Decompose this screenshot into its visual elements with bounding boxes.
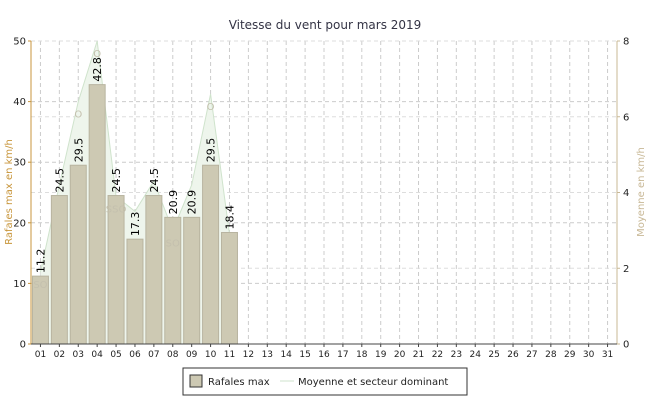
chart-title: Vitesse du vent pour mars 2019 xyxy=(229,18,422,32)
y-axis-label: Rafales max en km/h xyxy=(4,139,15,245)
value-label: 24.5 xyxy=(148,168,161,193)
x-tick-label: 05 xyxy=(110,350,121,360)
sector-label: O xyxy=(74,110,82,121)
x-tick-label: 03 xyxy=(73,350,84,360)
x-tick-label: 17 xyxy=(337,350,348,360)
legend-label: Moyenne et secteur dominant xyxy=(298,377,448,388)
sector-label: O xyxy=(207,102,215,113)
x-tick-label: 19 xyxy=(375,350,387,360)
value-label: 17.3 xyxy=(129,212,142,237)
bar xyxy=(164,216,182,345)
bar xyxy=(88,84,106,345)
bar xyxy=(126,238,144,345)
x-tick-label: 29 xyxy=(564,350,576,360)
x-tick-label: 28 xyxy=(545,350,557,360)
x-tick-label: 13 xyxy=(262,350,273,360)
x-tick-label: 09 xyxy=(186,350,198,360)
bar xyxy=(145,195,163,345)
y-tick-label: 50 xyxy=(13,37,26,48)
x-tick-label: 21 xyxy=(413,350,424,360)
x-tick-label: 25 xyxy=(488,350,499,360)
x-tick-label: 30 xyxy=(583,350,595,360)
y2-tick-label: 4 xyxy=(623,188,629,199)
x-tick-label: 04 xyxy=(91,350,103,360)
bar xyxy=(202,164,220,345)
sector-label: SO xyxy=(33,280,47,291)
x-tick-label: 08 xyxy=(167,350,179,360)
x-tick-label: 16 xyxy=(318,350,330,360)
y-tick-label: 0 xyxy=(20,340,26,351)
x-tick-label: 02 xyxy=(54,350,65,360)
bar xyxy=(69,164,87,345)
x-tick-label: 12 xyxy=(243,350,254,360)
x-tick-label: 11 xyxy=(224,350,235,360)
sector-label: O xyxy=(93,49,101,60)
value-label: 29.5 xyxy=(205,138,218,163)
legend-swatch xyxy=(189,374,203,388)
x-tick-label: 22 xyxy=(432,350,443,360)
bar xyxy=(50,195,68,345)
x-tick-label: 27 xyxy=(526,350,537,360)
value-label: 42.8 xyxy=(91,57,104,82)
y2-tick-label: 0 xyxy=(623,340,629,351)
value-label: 29.5 xyxy=(72,138,85,163)
bar xyxy=(220,231,238,345)
x-tick-label: 01 xyxy=(35,350,46,360)
y-tick-label: 10 xyxy=(13,279,26,290)
value-label: 18.4 xyxy=(223,205,236,230)
value-label: 24.5 xyxy=(53,168,66,193)
value-label: 11.2 xyxy=(34,249,47,274)
y-tick-label: 30 xyxy=(13,158,26,169)
y2-tick-label: 8 xyxy=(623,37,629,48)
x-tick-label: 24 xyxy=(469,350,481,360)
y-tick-label: 40 xyxy=(13,97,26,108)
value-label: 20.9 xyxy=(167,190,180,215)
y2-tick-label: 6 xyxy=(623,112,629,123)
x-tick-label: 07 xyxy=(148,350,159,360)
value-label: 24.5 xyxy=(110,168,123,193)
value-label: 20.9 xyxy=(186,190,199,215)
bar xyxy=(183,216,201,345)
area-fill xyxy=(40,41,230,344)
area-line xyxy=(39,40,230,273)
sector-label: SO xyxy=(166,238,180,249)
x-tick-label: 18 xyxy=(356,350,368,360)
y2-tick-label: 2 xyxy=(623,264,629,275)
sector-label: SSO xyxy=(106,204,127,215)
x-tick-label: 31 xyxy=(602,350,613,360)
x-tick-label: 06 xyxy=(129,350,141,360)
x-tick-label: 26 xyxy=(507,350,519,360)
x-tick-label: 15 xyxy=(299,350,310,360)
x-tick-label: 14 xyxy=(280,350,292,360)
x-tick-label: 20 xyxy=(394,350,406,360)
legend-label: Rafales max xyxy=(208,377,270,388)
x-tick-label: 10 xyxy=(205,350,217,360)
bar xyxy=(107,195,125,345)
x-tick-label: 23 xyxy=(451,350,462,360)
legend xyxy=(182,367,468,396)
y-tick-label: 20 xyxy=(13,218,26,229)
y2-axis-label: Moyenne en km/h xyxy=(636,147,647,237)
